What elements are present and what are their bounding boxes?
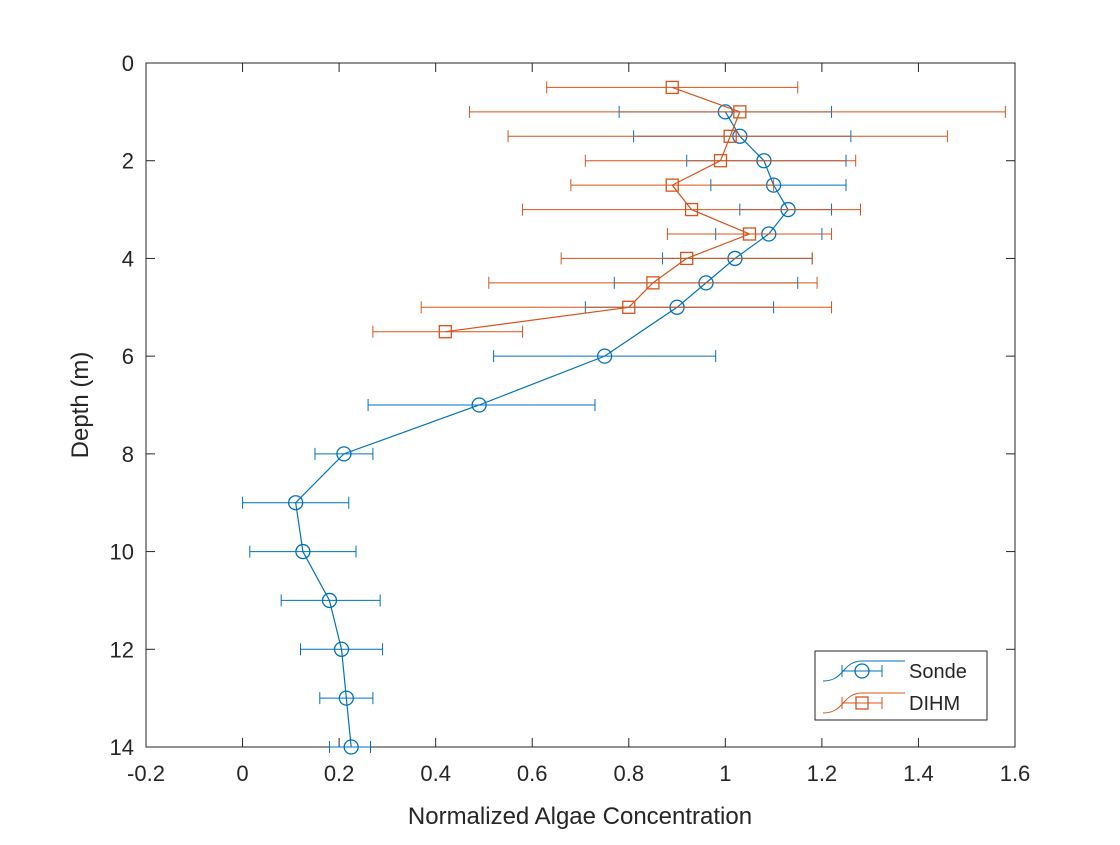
x-tick-label: 0.6 bbox=[517, 761, 548, 786]
x-axis-title: Normalized Algae Concentration bbox=[408, 803, 752, 830]
legend-entry-sonde: Sonde bbox=[822, 660, 967, 683]
dihm-marker bbox=[742, 227, 757, 241]
y-axis-title: Depth (m) bbox=[67, 352, 94, 459]
legend-items: Sonde DIHM bbox=[822, 660, 967, 715]
axis-ticks: -0.2 0 0.2 0.4 0.6 0.8 1 1.2 1.4 1.6 0 2 4 6 8 10 12 14 bbox=[110, 51, 1031, 786]
x-tick-label: -0.2 bbox=[127, 761, 165, 786]
y-tick-label: 4 bbox=[122, 246, 134, 271]
x-tick-label: 0.4 bbox=[420, 761, 451, 786]
legend-marker-dihm bbox=[855, 696, 869, 710]
x-tick-label: 0.8 bbox=[613, 761, 644, 786]
y-tick-label: 8 bbox=[122, 442, 134, 467]
legend-line-dihm bbox=[822, 692, 905, 714]
x-tick-label: 1 bbox=[719, 761, 731, 786]
y-tick-label: 6 bbox=[122, 344, 134, 369]
sonde-marker bbox=[333, 641, 350, 657]
dihm-line bbox=[445, 86, 752, 333]
sonde-marker bbox=[338, 690, 355, 706]
dihm-marker bbox=[680, 251, 694, 266]
dihm-marker bbox=[665, 178, 679, 192]
dihm-marker bbox=[646, 276, 660, 290]
sonde-marker bbox=[295, 543, 311, 560]
sonde-marker bbox=[321, 592, 338, 609]
series-layer bbox=[242, 80, 1006, 755]
dihm-marker bbox=[713, 154, 728, 168]
series-dihm bbox=[372, 80, 1006, 339]
y-tick-label: 0 bbox=[122, 51, 134, 76]
legend: Sonde DIHM bbox=[814, 650, 988, 721]
legend-line-sonde bbox=[822, 660, 905, 682]
sonde-marker bbox=[343, 739, 359, 755]
legend-box bbox=[814, 650, 988, 721]
sonde-marker bbox=[471, 397, 487, 413]
x-tick-label: 1.2 bbox=[807, 761, 838, 786]
legend-label-sonde: Sonde bbox=[909, 661, 967, 683]
dihm-marker bbox=[723, 129, 737, 143]
dihm-marker bbox=[622, 300, 636, 314]
dihm-marker bbox=[733, 105, 747, 119]
dihm-marker bbox=[684, 202, 699, 217]
x-tick-label: 0 bbox=[236, 761, 248, 786]
x-tick-label: 1.4 bbox=[903, 761, 934, 786]
y-tick-label: 14 bbox=[110, 735, 134, 760]
y-tick-label: 2 bbox=[122, 149, 134, 174]
x-tick-label: 1.6 bbox=[1000, 761, 1031, 786]
legend-entry-dihm: DIHM bbox=[822, 692, 960, 715]
sonde-marker bbox=[336, 446, 352, 462]
dihm-marker bbox=[438, 325, 452, 339]
y-tick-label: 12 bbox=[110, 637, 134, 662]
sonde-line bbox=[295, 111, 789, 748]
sonde-marker bbox=[288, 495, 304, 511]
legend-label-dihm: DIHM bbox=[909, 693, 960, 715]
legend-marker-sonde bbox=[854, 663, 870, 679]
dihm-marker bbox=[665, 80, 679, 95]
x-tick-label: 0.2 bbox=[324, 761, 355, 786]
y-tick-label: 10 bbox=[110, 540, 134, 565]
sonde-marker bbox=[596, 348, 613, 364]
